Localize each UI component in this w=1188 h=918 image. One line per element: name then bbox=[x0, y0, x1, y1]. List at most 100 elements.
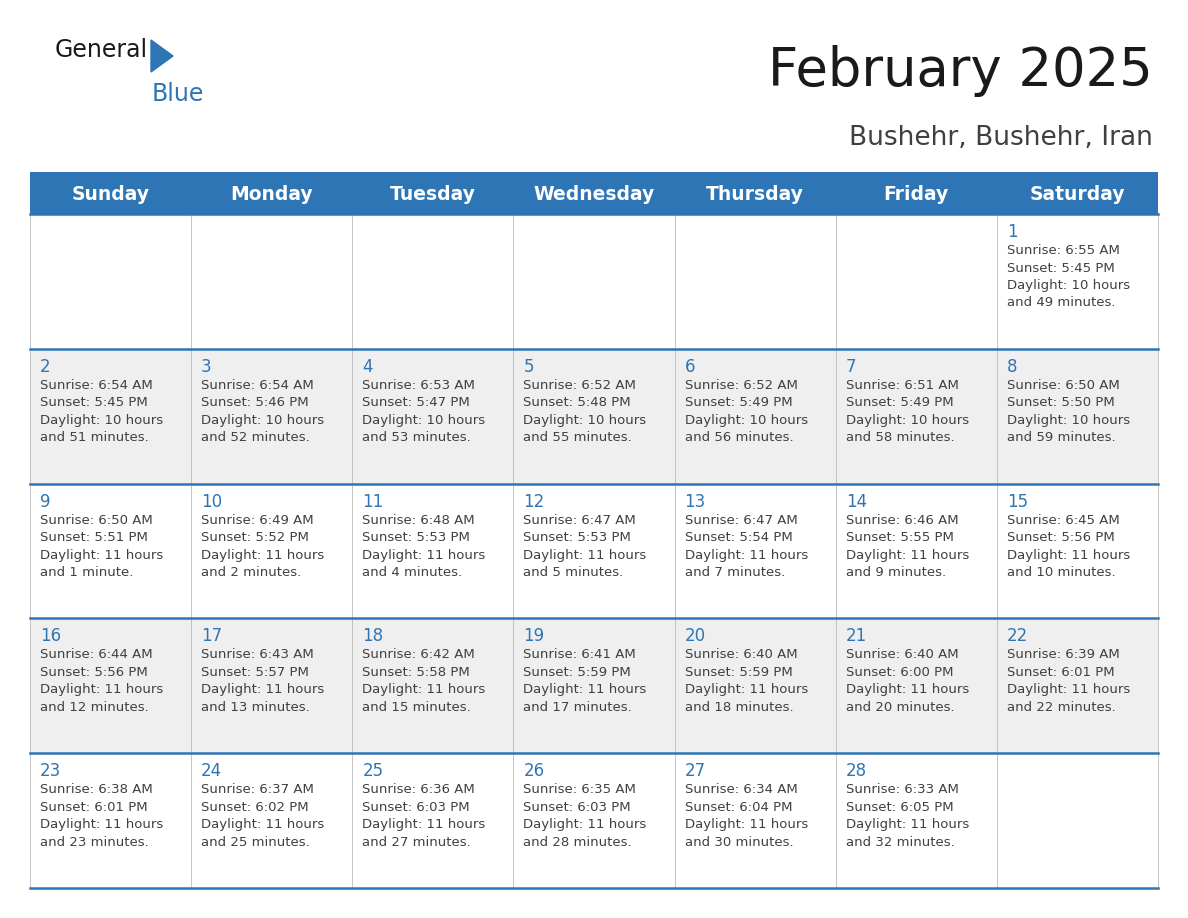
Text: Blue: Blue bbox=[152, 82, 204, 106]
Text: and 1 minute.: and 1 minute. bbox=[40, 566, 133, 579]
Text: Sunrise: 6:47 AM: Sunrise: 6:47 AM bbox=[684, 513, 797, 527]
Text: 4: 4 bbox=[362, 358, 373, 375]
Text: Sunset: 6:02 PM: Sunset: 6:02 PM bbox=[201, 800, 309, 813]
Text: and 27 minutes.: and 27 minutes. bbox=[362, 835, 470, 849]
Text: and 7 minutes.: and 7 minutes. bbox=[684, 566, 785, 579]
Text: 9: 9 bbox=[40, 493, 51, 510]
Bar bbox=[30, 484, 191, 619]
Text: 7: 7 bbox=[846, 358, 857, 375]
Bar bbox=[513, 484, 675, 619]
Text: Sunrise: 6:34 AM: Sunrise: 6:34 AM bbox=[684, 783, 797, 796]
Text: Daylight: 10 hours: Daylight: 10 hours bbox=[362, 414, 486, 427]
Text: and 2 minutes.: and 2 minutes. bbox=[201, 566, 302, 579]
Text: Sunrise: 6:39 AM: Sunrise: 6:39 AM bbox=[1007, 648, 1119, 661]
Text: Daylight: 11 hours: Daylight: 11 hours bbox=[846, 683, 969, 697]
Text: Sunset: 5:51 PM: Sunset: 5:51 PM bbox=[40, 532, 147, 544]
Text: and 56 minutes.: and 56 minutes. bbox=[684, 431, 794, 444]
Bar bbox=[353, 619, 513, 753]
Bar bbox=[30, 349, 191, 484]
Text: 14: 14 bbox=[846, 493, 867, 510]
Text: Daylight: 10 hours: Daylight: 10 hours bbox=[40, 414, 163, 427]
Text: Sunset: 5:49 PM: Sunset: 5:49 PM bbox=[684, 397, 792, 409]
Text: Daylight: 11 hours: Daylight: 11 hours bbox=[40, 549, 163, 562]
Bar bbox=[835, 753, 997, 888]
Bar bbox=[513, 619, 675, 753]
Bar bbox=[835, 349, 997, 484]
Text: and 52 minutes.: and 52 minutes. bbox=[201, 431, 310, 444]
Text: Sunrise: 6:45 AM: Sunrise: 6:45 AM bbox=[1007, 513, 1119, 527]
Text: and 28 minutes.: and 28 minutes. bbox=[524, 835, 632, 849]
Text: Sunrise: 6:46 AM: Sunrise: 6:46 AM bbox=[846, 513, 959, 527]
Text: Daylight: 11 hours: Daylight: 11 hours bbox=[201, 683, 324, 697]
Text: Daylight: 11 hours: Daylight: 11 hours bbox=[684, 818, 808, 831]
Bar bbox=[997, 349, 1158, 484]
Text: Sunrise: 6:42 AM: Sunrise: 6:42 AM bbox=[362, 648, 475, 661]
Text: Sunrise: 6:52 AM: Sunrise: 6:52 AM bbox=[524, 379, 637, 392]
Text: Sunset: 6:01 PM: Sunset: 6:01 PM bbox=[40, 800, 147, 813]
Bar bbox=[675, 214, 835, 349]
Bar bbox=[835, 484, 997, 619]
Text: Daylight: 11 hours: Daylight: 11 hours bbox=[524, 683, 646, 697]
Text: Saturday: Saturday bbox=[1030, 185, 1125, 205]
Text: and 51 minutes.: and 51 minutes. bbox=[40, 431, 148, 444]
Text: 17: 17 bbox=[201, 627, 222, 645]
Text: and 4 minutes.: and 4 minutes. bbox=[362, 566, 462, 579]
Text: Sunrise: 6:50 AM: Sunrise: 6:50 AM bbox=[1007, 379, 1119, 392]
Text: Sunrise: 6:54 AM: Sunrise: 6:54 AM bbox=[201, 379, 314, 392]
Text: 27: 27 bbox=[684, 762, 706, 780]
Text: Sunrise: 6:38 AM: Sunrise: 6:38 AM bbox=[40, 783, 153, 796]
Text: Sunset: 5:57 PM: Sunset: 5:57 PM bbox=[201, 666, 309, 679]
Bar bbox=[835, 619, 997, 753]
Text: Daylight: 11 hours: Daylight: 11 hours bbox=[362, 549, 486, 562]
Bar bbox=[675, 484, 835, 619]
Bar bbox=[191, 753, 353, 888]
Text: Daylight: 11 hours: Daylight: 11 hours bbox=[362, 683, 486, 697]
Text: Daylight: 11 hours: Daylight: 11 hours bbox=[524, 818, 646, 831]
Bar bbox=[353, 484, 513, 619]
Text: General: General bbox=[55, 38, 148, 62]
Text: Sunset: 5:59 PM: Sunset: 5:59 PM bbox=[524, 666, 631, 679]
Text: Daylight: 10 hours: Daylight: 10 hours bbox=[684, 414, 808, 427]
Text: Wednesday: Wednesday bbox=[533, 185, 655, 205]
Text: and 30 minutes.: and 30 minutes. bbox=[684, 835, 794, 849]
Text: 24: 24 bbox=[201, 762, 222, 780]
Text: and 18 minutes.: and 18 minutes. bbox=[684, 701, 794, 714]
Text: Daylight: 11 hours: Daylight: 11 hours bbox=[684, 549, 808, 562]
Text: Bushehr, Bushehr, Iran: Bushehr, Bushehr, Iran bbox=[849, 125, 1154, 151]
Text: 26: 26 bbox=[524, 762, 544, 780]
Text: Sunrise: 6:48 AM: Sunrise: 6:48 AM bbox=[362, 513, 475, 527]
Text: Sunrise: 6:53 AM: Sunrise: 6:53 AM bbox=[362, 379, 475, 392]
Text: Sunset: 5:59 PM: Sunset: 5:59 PM bbox=[684, 666, 792, 679]
Text: 20: 20 bbox=[684, 627, 706, 645]
Text: Sunset: 5:58 PM: Sunset: 5:58 PM bbox=[362, 666, 470, 679]
Text: Sunset: 5:49 PM: Sunset: 5:49 PM bbox=[846, 397, 953, 409]
Text: 11: 11 bbox=[362, 493, 384, 510]
Bar bbox=[191, 349, 353, 484]
Text: Daylight: 11 hours: Daylight: 11 hours bbox=[201, 549, 324, 562]
Text: 22: 22 bbox=[1007, 627, 1028, 645]
Bar bbox=[513, 753, 675, 888]
Text: Sunset: 5:45 PM: Sunset: 5:45 PM bbox=[1007, 262, 1114, 274]
Text: Sunset: 6:00 PM: Sunset: 6:00 PM bbox=[846, 666, 953, 679]
Text: Sunset: 6:03 PM: Sunset: 6:03 PM bbox=[524, 800, 631, 813]
Text: Sunrise: 6:50 AM: Sunrise: 6:50 AM bbox=[40, 513, 153, 527]
Text: Thursday: Thursday bbox=[706, 185, 804, 205]
Text: 15: 15 bbox=[1007, 493, 1028, 510]
Text: Sunday: Sunday bbox=[71, 185, 150, 205]
Text: 5: 5 bbox=[524, 358, 533, 375]
Text: Sunrise: 6:51 AM: Sunrise: 6:51 AM bbox=[846, 379, 959, 392]
Text: Sunrise: 6:49 AM: Sunrise: 6:49 AM bbox=[201, 513, 314, 527]
Bar bbox=[353, 349, 513, 484]
Text: and 25 minutes.: and 25 minutes. bbox=[201, 835, 310, 849]
Text: Daylight: 11 hours: Daylight: 11 hours bbox=[40, 683, 163, 697]
Text: 1: 1 bbox=[1007, 223, 1017, 241]
Text: Sunset: 5:54 PM: Sunset: 5:54 PM bbox=[684, 532, 792, 544]
Text: and 9 minutes.: and 9 minutes. bbox=[846, 566, 946, 579]
Text: 3: 3 bbox=[201, 358, 211, 375]
Text: Daylight: 11 hours: Daylight: 11 hours bbox=[524, 549, 646, 562]
Text: Daylight: 11 hours: Daylight: 11 hours bbox=[362, 818, 486, 831]
Text: and 23 minutes.: and 23 minutes. bbox=[40, 835, 148, 849]
Bar bbox=[30, 214, 191, 349]
Text: and 32 minutes.: and 32 minutes. bbox=[846, 835, 954, 849]
Text: 18: 18 bbox=[362, 627, 384, 645]
